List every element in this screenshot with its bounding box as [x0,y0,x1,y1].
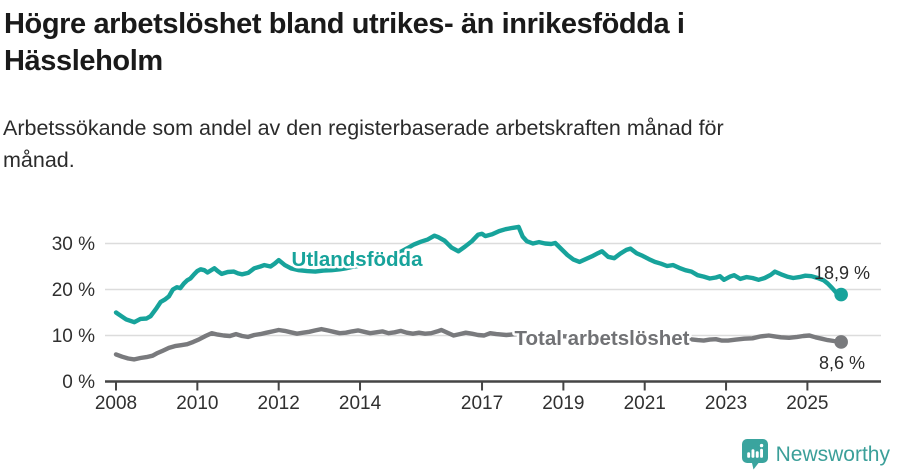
page-title: Högre arbetslöshet bland utrikes- än inr… [4,8,685,77]
series-lines [113,224,848,362]
x-tick-label-2010: 2010 [176,393,218,414]
x-tick-label-2017: 2017 [461,393,503,414]
logo-bar-chart-icon [746,443,763,458]
x-tick-label-2014: 2014 [339,393,382,414]
newsworthy-logo: Newsworthy [741,439,890,470]
x-tick-label-2012: 2012 [258,393,300,414]
series-label-total-arbetsloshet: Total arbetslöshet [514,327,689,350]
x-tick-label-2021: 2021 [624,393,666,414]
axis-tick-labels: 0 % 10 % 20 % 30 % 2008 2010 2012 2014 2017 2019 2… [52,234,829,414]
x-axis [105,380,881,391]
y-tick-label-30: 30 % [52,234,95,255]
y-tick-label-10: 10 % [52,326,95,347]
x-tick-label-2008: 2008 [95,393,137,414]
gridlines [105,242,881,337]
logo-bubble [741,439,768,470]
x-tick-label-2019: 2019 [542,393,584,414]
newsworthy-logo-icon [741,439,768,470]
chart-annotations: Utlandsfödda Total arbetslöshet 18,9 % 8… [289,246,870,374]
unemployment-line-chart: 0 % 10 % 20 % 30 % 2008 2010 2012 2014 2017 2019 2… [52,224,881,414]
page-subtitle: Arbetssökande som andel av den registerb… [3,116,724,172]
end-value-label-utlandsfodda: 18,9 % [814,263,870,283]
x-tick-label-2023: 2023 [705,393,747,414]
series-line-0 [113,224,844,325]
x-tick-label-2025: 2025 [786,393,828,414]
newsworthy-brand-text: Newsworthy [775,442,890,466]
y-tick-label-20: 20 % [52,280,95,301]
end-dot-0 [834,287,848,302]
end-value-label-total-arbetsloshet: 8,6 % [819,353,865,373]
series-line-1 [113,326,844,362]
series-label-utlandsfodda: Utlandsfödda [292,248,424,271]
end-dot-1 [834,335,848,349]
y-tick-label-0: 0 % [62,372,95,393]
